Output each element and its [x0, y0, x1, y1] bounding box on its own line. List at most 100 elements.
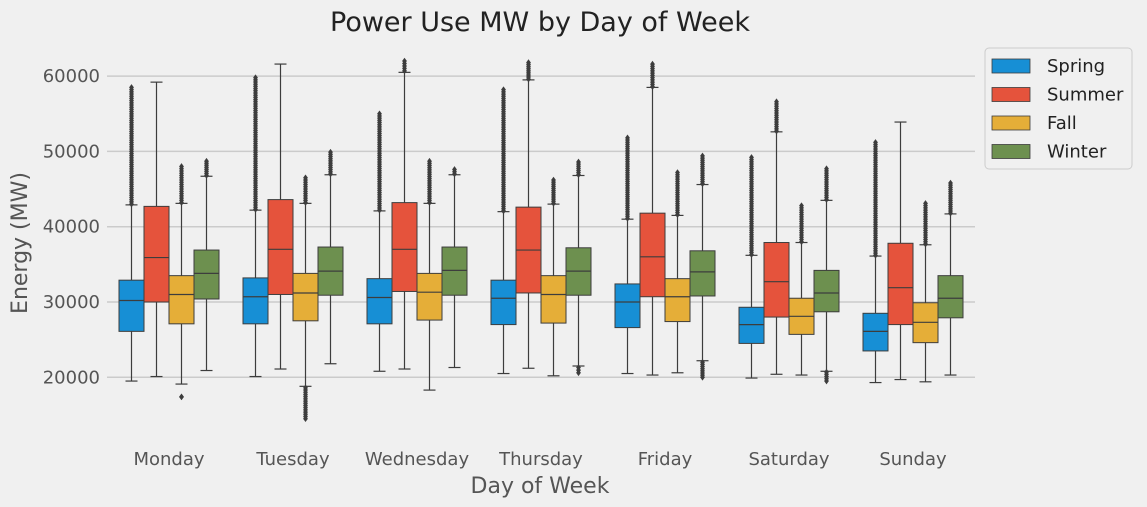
outlier-marker [774, 127, 779, 135]
outlier-marker [179, 393, 184, 401]
box-body [639, 212, 666, 298]
box-summer [639, 60, 666, 376]
box-winter [689, 152, 716, 381]
outlier-marker [824, 196, 829, 203]
outlier-marker [576, 369, 581, 377]
x-tick-label: Friday [638, 449, 693, 470]
box-body [118, 279, 145, 332]
y-tick-label: 60000 [43, 66, 100, 87]
box-fall [540, 176, 567, 377]
outlier-marker [824, 377, 829, 385]
box-spring [118, 84, 145, 382]
outlier-marker [328, 170, 333, 178]
outlier-marker [303, 415, 308, 423]
legend: Spring Summer Fall Winter [984, 47, 1133, 170]
outlier-marker [253, 206, 258, 213]
x-tick-label: Thursday [498, 449, 583, 470]
box-winter [565, 158, 592, 377]
box-body [292, 272, 319, 322]
y-tick-label: 50000 [43, 141, 100, 162]
outlier-marker [625, 215, 630, 222]
outlier-marker [675, 211, 680, 218]
box-body [689, 250, 716, 297]
legend-label-fall: Fall [1047, 113, 1077, 134]
box-body [937, 275, 964, 319]
x-tick-label: Wednesday [365, 449, 470, 470]
legend-frame [984, 47, 1133, 170]
box-summer [267, 63, 294, 370]
box-winter [193, 157, 220, 372]
box-summer [763, 98, 790, 375]
box-spring [366, 110, 393, 372]
box-body [193, 249, 220, 300]
legend-swatch-fall [991, 115, 1031, 131]
outlier-marker [799, 238, 804, 246]
y-tick-label: 40000 [43, 217, 100, 238]
outlier-marker [551, 200, 556, 207]
box-winter [937, 179, 964, 376]
box-body [366, 278, 393, 325]
box-body [614, 283, 641, 329]
y-tick-label: 20000 [43, 367, 100, 388]
outlier-marker [650, 83, 655, 90]
x-tick-label: Monday [133, 449, 204, 470]
box-body [490, 279, 517, 326]
legend-swatch-summer [991, 87, 1031, 102]
y-axis-ticks: 20000 30000 40000 50000 60000 [43, 66, 100, 388]
x-axis-ticks: Monday Tuesday Wednesday Thursday Friday Satu… [133, 449, 947, 470]
box-fall [664, 169, 691, 374]
outlier-marker [303, 199, 308, 206]
outlier-marker [452, 170, 457, 178]
box-spring [242, 74, 269, 378]
x-axis-label: Day of Week [471, 474, 610, 499]
x-tick-label: Sunday [879, 449, 947, 470]
outlier-marker [700, 180, 705, 188]
box-summer [391, 57, 418, 370]
box-body [168, 275, 195, 325]
outlier-marker [923, 240, 928, 248]
legend-label-spring: Spring [1047, 56, 1105, 77]
legend-label-summer: Summer [1047, 85, 1124, 106]
outlier-marker [576, 171, 581, 179]
box-fall [912, 200, 939, 383]
outlier-marker [873, 252, 878, 259]
box-body [267, 199, 294, 295]
legend-swatch-spring [991, 58, 1031, 74]
box-fall [788, 202, 815, 376]
box-body [887, 242, 914, 326]
box-summer [515, 59, 542, 369]
box-fall [168, 163, 195, 401]
box-body [441, 246, 468, 296]
box-spring [614, 134, 641, 375]
x-tick-label: Tuesday [255, 449, 330, 470]
box-body [143, 205, 170, 303]
boxes [118, 57, 964, 423]
y-tick-label: 30000 [43, 292, 100, 313]
box-spring [490, 86, 517, 375]
box-body [862, 312, 889, 352]
box-spring [738, 154, 765, 379]
box-body [416, 272, 443, 321]
box-body [738, 306, 765, 344]
outlier-marker [179, 199, 184, 206]
box-fall [292, 174, 319, 423]
outlier-marker [427, 199, 432, 206]
box-body [763, 242, 790, 318]
box-body [391, 202, 418, 292]
outlier-marker [129, 200, 134, 208]
outlier-marker [948, 209, 953, 217]
y-axis-label: Energy (MW) [8, 172, 33, 314]
outlier-marker [526, 75, 531, 83]
box-fall [416, 157, 443, 391]
outlier-marker [749, 251, 754, 258]
box-winter [441, 166, 468, 369]
outlier-marker [700, 373, 705, 381]
box-summer [143, 81, 170, 378]
box-winter [317, 148, 344, 365]
box-body [540, 275, 567, 324]
outlier-marker [204, 172, 209, 179]
x-tick-label: Saturday [748, 449, 829, 470]
box-winter [813, 165, 840, 385]
legend-swatch-winter [991, 144, 1031, 159]
